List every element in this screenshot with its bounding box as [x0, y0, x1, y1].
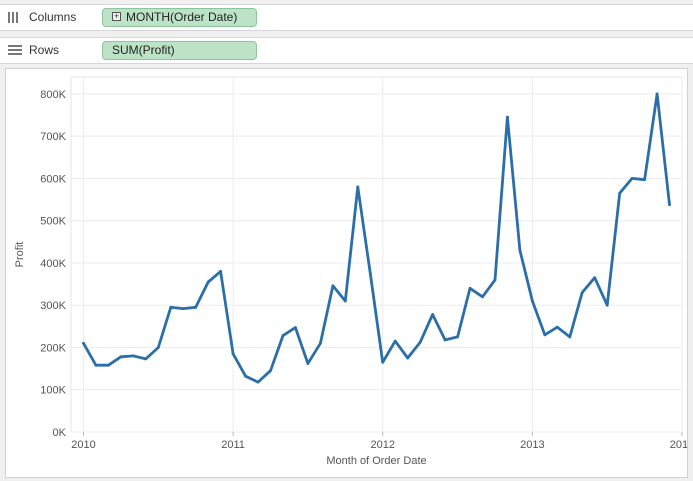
data-point[interactable]	[343, 299, 347, 303]
x-tick-label: 2010	[71, 439, 95, 451]
y-tick-label: 200K	[40, 342, 66, 354]
month-order-date-pill-label: MONTH(Order Date)	[126, 10, 238, 24]
y-tick-label: 600K	[40, 173, 66, 185]
data-point[interactable]	[568, 335, 572, 339]
rows-shelf-label: Rows	[29, 43, 60, 57]
data-point[interactable]	[406, 356, 410, 360]
data-point[interactable]	[82, 341, 85, 345]
data-point[interactable]	[393, 339, 397, 343]
sum-profit-pill[interactable]: SUM(Profit)	[102, 41, 257, 60]
columns-shelf-label-wrap: Columns	[8, 5, 76, 30]
sum-profit-pill-label: SUM(Profit)	[112, 43, 175, 57]
data-point[interactable]	[456, 335, 459, 339]
data-point[interactable]	[94, 363, 98, 367]
data-point[interactable]	[643, 178, 646, 182]
y-tick-label: 400K	[40, 258, 66, 270]
data-point[interactable]	[119, 355, 123, 359]
data-point[interactable]	[169, 305, 173, 309]
x-axis-title: Month of Order Date	[326, 455, 426, 467]
data-point[interactable]	[668, 203, 671, 207]
data-point[interactable]	[294, 326, 297, 330]
profit-series-line[interactable]	[82, 92, 671, 384]
y-tick-label: 100K	[40, 385, 66, 397]
x-tick-label: 2013	[520, 439, 544, 451]
data-point[interactable]	[144, 357, 148, 361]
data-point[interactable]	[543, 333, 547, 337]
y-tick-label: 500K	[40, 216, 66, 228]
data-point[interactable]	[593, 276, 597, 280]
data-point[interactable]	[518, 248, 522, 252]
data-point[interactable]	[131, 354, 135, 358]
x-tick-label: 2011	[221, 439, 245, 451]
data-point[interactable]	[256, 380, 260, 384]
data-point[interactable]	[381, 360, 385, 364]
columns-shelf-icon	[8, 12, 22, 23]
y-tick-label: 800K	[40, 89, 66, 101]
data-point[interactable]	[530, 299, 534, 303]
data-point[interactable]	[181, 307, 185, 310]
data-point[interactable]	[580, 291, 584, 294]
data-point[interactable]	[618, 191, 622, 195]
data-point[interactable]	[493, 278, 497, 282]
data-point[interactable]	[269, 369, 272, 373]
data-point[interactable]	[431, 313, 435, 316]
data-point[interactable]	[605, 303, 609, 307]
y-tick-label: 300K	[40, 300, 66, 312]
data-point[interactable]	[318, 341, 322, 345]
data-point[interactable]	[443, 338, 447, 342]
rows-shelf[interactable]: Rows SUM(Profit)	[0, 37, 693, 64]
chart-view[interactable]: 0K 100K 200K 300K 400K 500K 600K 700K 800K 2010 2…	[5, 68, 688, 478]
data-point[interactable]	[194, 305, 198, 309]
columns-shelf-label: Columns	[29, 10, 77, 24]
x-axis-ticks: 2010 2011 2012 2013 2014	[71, 432, 687, 451]
data-point[interactable]	[356, 185, 360, 189]
data-point[interactable]	[506, 115, 509, 119]
x-tick-label: 2014	[670, 439, 687, 451]
rows-shelf-icon	[8, 45, 22, 56]
y-axis-title: Profit	[14, 242, 26, 268]
rows-shelf-label-wrap: Rows	[8, 38, 59, 63]
data-point[interactable]	[244, 374, 247, 378]
grid-layer	[70, 76, 683, 433]
plus-box-icon[interactable]: +	[112, 11, 121, 22]
data-point[interactable]	[306, 362, 310, 365]
data-point[interactable]	[555, 325, 559, 329]
data-point[interactable]	[231, 352, 235, 356]
data-point[interactable]	[368, 272, 372, 275]
data-point[interactable]	[107, 363, 110, 367]
month-order-date-pill[interactable]: + MONTH(Order Date)	[102, 8, 257, 27]
data-point[interactable]	[206, 280, 210, 284]
series-layer[interactable]	[82, 92, 671, 384]
data-point[interactable]	[630, 177, 634, 180]
y-tick-label: 0K	[53, 427, 67, 439]
y-axis-ticks: 0K 100K 200K 300K 400K 500K 600K 700K 800K	[40, 89, 66, 439]
x-tick-label: 2012	[370, 439, 394, 451]
y-tick-label: 700K	[40, 131, 66, 143]
plot-area	[70, 76, 683, 433]
data-point[interactable]	[655, 92, 659, 96]
data-point[interactable]	[468, 286, 472, 290]
data-point[interactable]	[156, 346, 160, 349]
columns-shelf[interactable]: Columns + MONTH(Order Date)	[0, 4, 693, 31]
data-point[interactable]	[331, 284, 335, 288]
data-point[interactable]	[481, 295, 484, 299]
data-point[interactable]	[281, 334, 285, 338]
data-point[interactable]	[219, 270, 223, 273]
data-point[interactable]	[418, 341, 422, 344]
